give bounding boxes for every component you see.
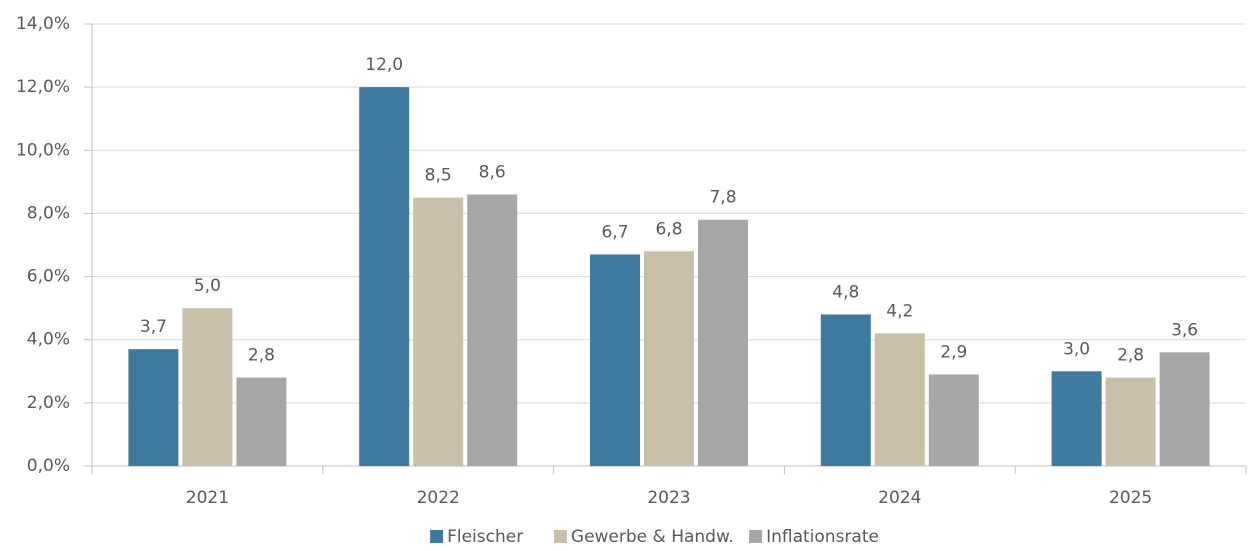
bar — [820, 314, 871, 466]
y-tick-label: 2,0% — [27, 393, 70, 413]
data-label: 2,9 — [940, 342, 967, 362]
legend-swatch — [430, 530, 444, 543]
y-tick-label: 10,0% — [16, 140, 70, 160]
bar — [413, 197, 464, 466]
data-label: 3,0 — [1063, 339, 1090, 359]
data-label: 12,0 — [365, 55, 403, 75]
bar — [128, 349, 179, 466]
data-label: 3,7 — [140, 317, 167, 337]
legend-label: Gewerbe & Handw. — [571, 527, 734, 547]
data-label: 7,8 — [709, 188, 736, 208]
data-label: 4,2 — [886, 301, 913, 321]
x-tick-label: 2024 — [878, 488, 921, 508]
y-tick-label: 0,0% — [27, 456, 70, 476]
bar — [1105, 377, 1156, 466]
legend-label: Fleischer — [447, 527, 523, 547]
bar — [644, 251, 694, 466]
legend-swatch — [749, 530, 763, 543]
legend-label: Inflationsrate — [766, 527, 879, 547]
bar — [467, 194, 518, 466]
y-tick-label: 4,0% — [27, 330, 70, 350]
x-tick-label: 2022 — [417, 488, 460, 508]
bar — [874, 333, 925, 466]
data-label: 8,6 — [479, 162, 506, 182]
data-label: 3,6 — [1171, 320, 1198, 340]
legend-swatch — [553, 530, 567, 543]
bar — [182, 308, 233, 466]
data-label: 8,5 — [425, 166, 452, 186]
x-tick-label: 2023 — [647, 488, 690, 508]
y-tick-label: 8,0% — [27, 203, 70, 223]
x-tick-label: 2021 — [186, 488, 229, 508]
y-tick-label: 14,0% — [16, 14, 70, 34]
bar — [590, 254, 640, 466]
data-label: 2,8 — [248, 346, 275, 366]
bar — [928, 374, 979, 466]
data-label: 6,7 — [601, 222, 628, 242]
data-label: 4,8 — [832, 282, 859, 302]
y-tick-label: 6,0% — [27, 267, 70, 287]
y-tick-label: 12,0% — [16, 77, 70, 97]
data-label: 2,8 — [1117, 346, 1144, 366]
bar — [236, 377, 287, 466]
x-tick-label: 2025 — [1109, 488, 1152, 508]
bar — [698, 219, 748, 466]
data-label: 5,0 — [194, 276, 221, 296]
bar — [1051, 371, 1102, 466]
data-label: 6,8 — [655, 219, 682, 239]
bar — [359, 87, 410, 467]
bar — [1159, 352, 1210, 466]
